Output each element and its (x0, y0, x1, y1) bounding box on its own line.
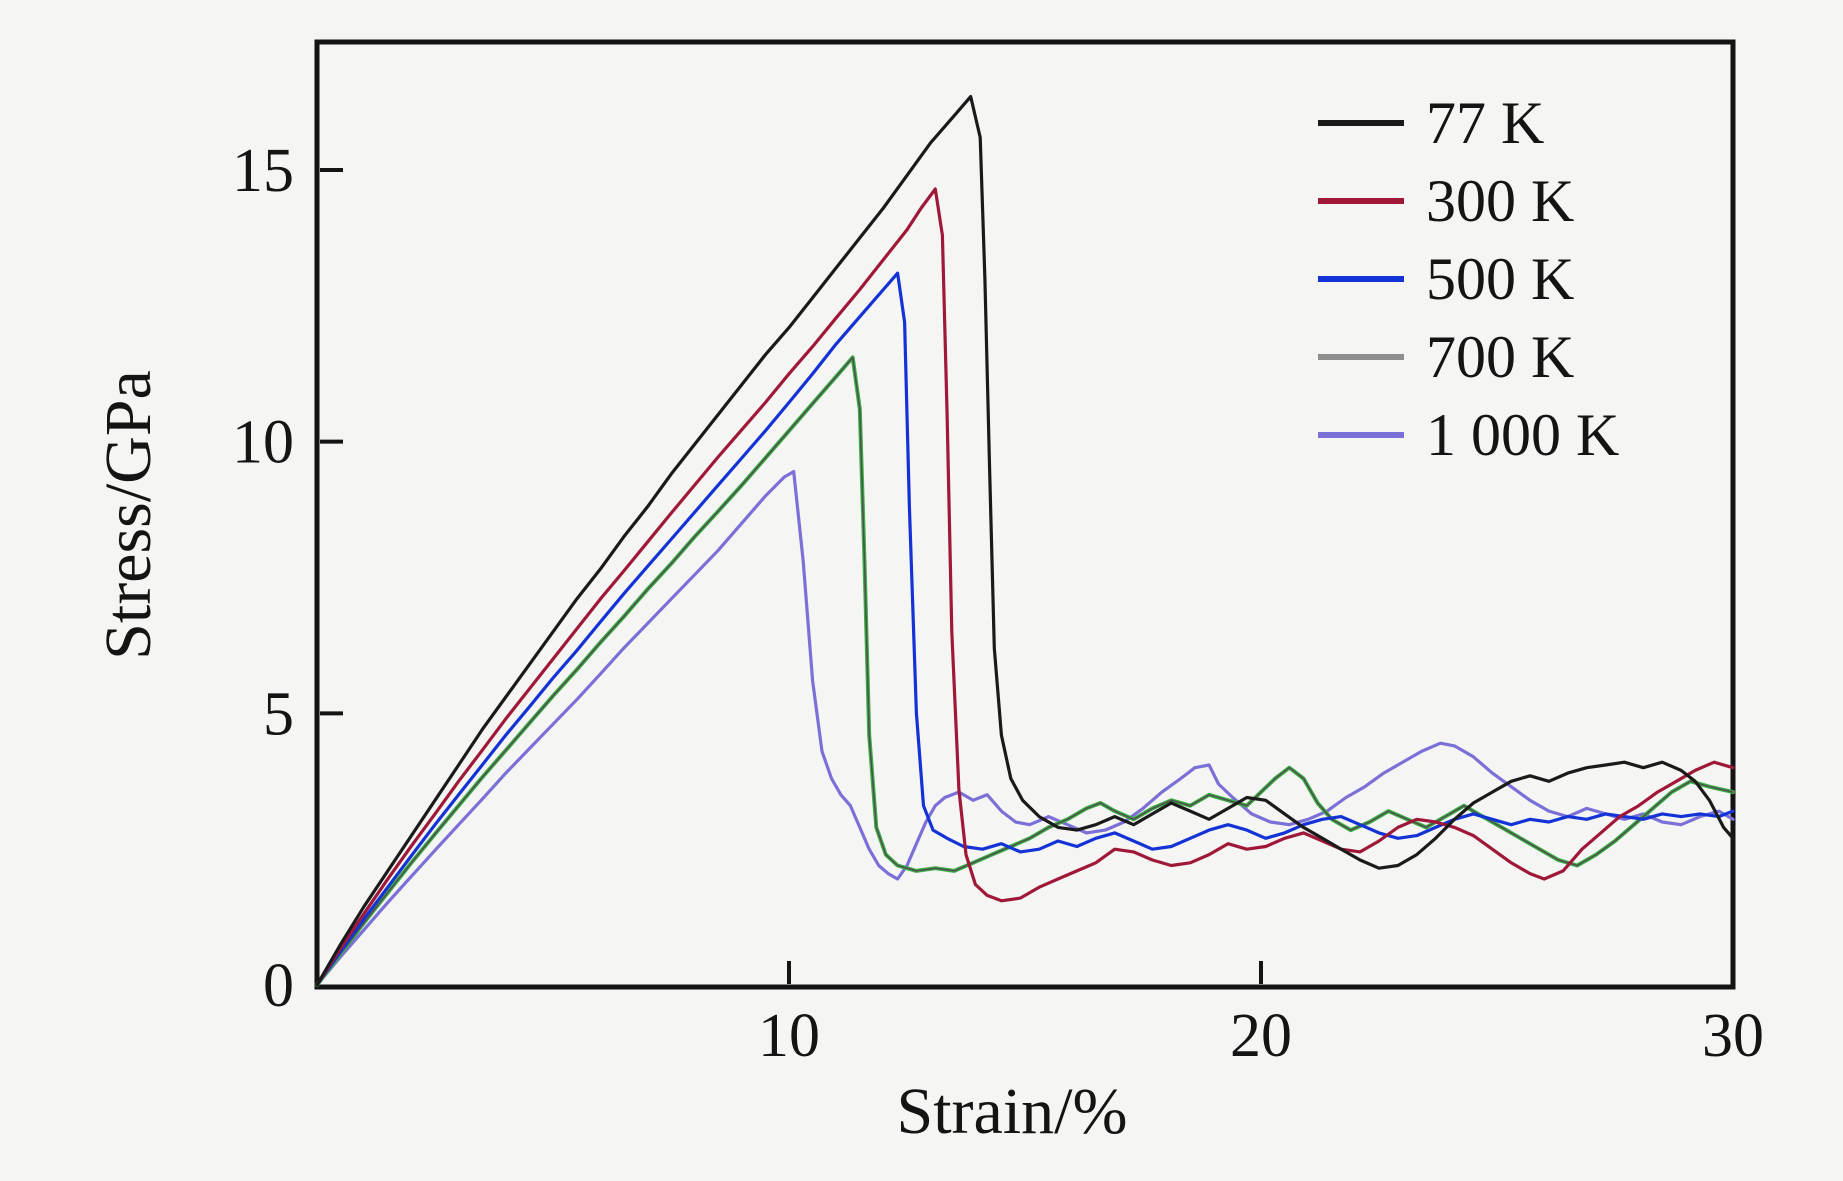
curve-300-k (315, 187, 1735, 987)
legend-swatch-1-000-k (1318, 432, 1404, 438)
legend-swatch-300-k (1318, 198, 1404, 204)
legend: 77 K 300 K 500 K 700 K 1 000 K (1318, 84, 1619, 474)
legend-row-700-k: 700 K (1318, 318, 1619, 396)
legend-row-77-k: 77 K (1318, 84, 1619, 162)
legend-row-300-k: 300 K (1318, 162, 1619, 240)
curve-700-k-core (316, 356, 1734, 986)
legend-label-77-k: 77 K (1426, 90, 1545, 156)
x-axis-title: Strain/% (897, 1075, 1128, 1148)
y-tick-label: 0 (263, 952, 294, 1020)
curve-500-k (315, 271, 1735, 987)
legend-swatch-700-k (1318, 354, 1404, 360)
legend-label-700-k: 700 K (1426, 324, 1575, 390)
ticks-layer: 10 20 30 0 5 10 15 (232, 137, 1764, 1070)
legend-label-300-k: 300 K (1426, 168, 1575, 234)
legend-row-1-000-k: 1 000 K (1318, 396, 1619, 474)
curve-77-k (315, 94, 1735, 987)
x-tick-label: 10 (758, 1002, 820, 1070)
legend-label-500-k: 500 K (1426, 246, 1575, 312)
x-tick-label: 20 (1230, 1002, 1292, 1070)
legend-row-500-k: 500 K (1318, 240, 1619, 318)
y-tick-label: 15 (232, 137, 294, 205)
series-layer (315, 94, 1735, 987)
plot-border (314, 39, 1736, 990)
y-tick-label: 5 (263, 680, 294, 748)
x-tick-label: 30 (1702, 1002, 1764, 1070)
legend-swatch-77-k (1318, 120, 1404, 126)
y-tick-label: 10 (232, 409, 294, 477)
curve-1-000-k (315, 470, 1735, 987)
legend-label-1-000-k: 1 000 K (1426, 402, 1620, 468)
y-axis-title: Stress/GPa (92, 370, 165, 660)
legend-swatch-500-k (1318, 276, 1404, 282)
